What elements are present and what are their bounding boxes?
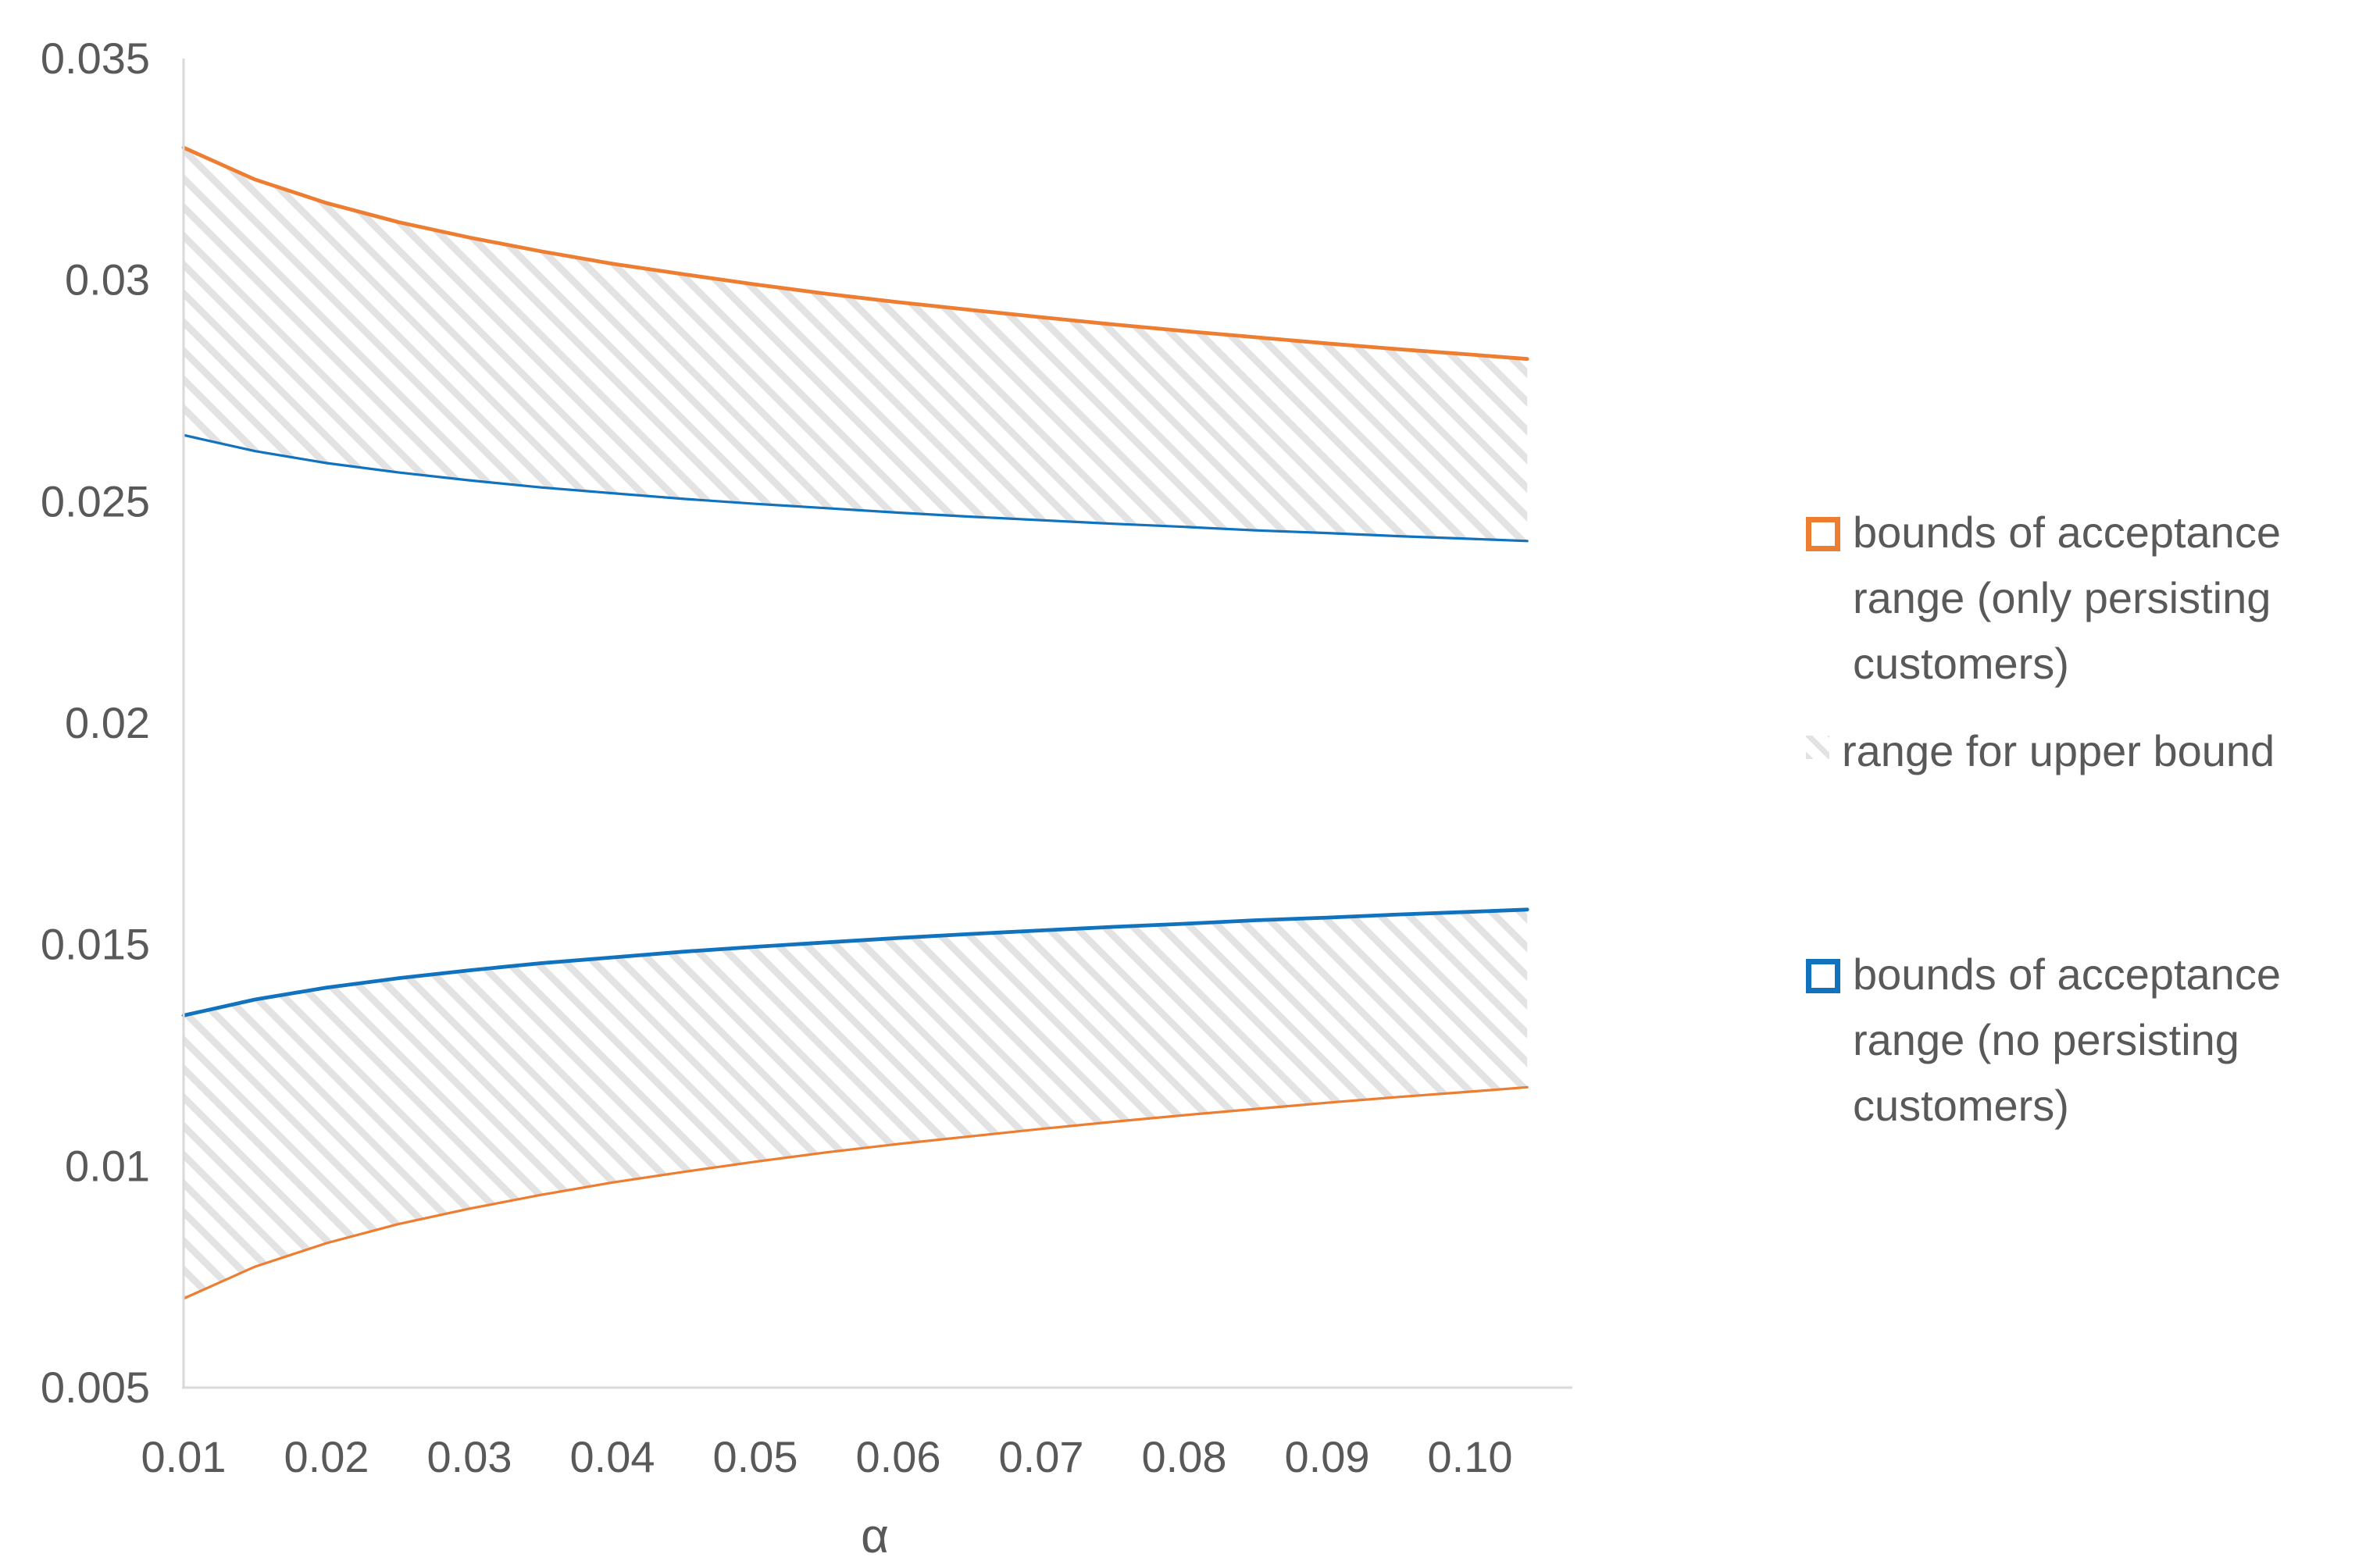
y-tick-label: 0.035 [41, 34, 150, 83]
lower-bound-line-blue [181, 907, 1529, 1017]
chart-legend: bounds of acceptance range (only persist… [1806, 0, 2353, 1139]
x-tick-label: 0.05 [713, 1432, 798, 1481]
x-tick-label: 0.06 [856, 1432, 941, 1481]
hatch-swatch-icon [1806, 736, 1829, 759]
legend-item-only-persisting: bounds of acceptance range (only persist… [1806, 500, 2353, 697]
x-tick-label: 0.03 [427, 1432, 512, 1481]
orange-square-swatch-icon [1806, 517, 1840, 551]
y-tick-label: 0.025 [41, 476, 150, 526]
y-tick-label: 0.015 [41, 920, 150, 969]
y-tick-label: 0.01 [65, 1141, 150, 1190]
x-tick-label: 0.07 [999, 1432, 1084, 1481]
upper-bound-line-blue [182, 433, 1529, 543]
x-tick-label: 0.08 [1142, 1432, 1227, 1481]
x-tick-label: 0.09 [1285, 1432, 1370, 1481]
upper-bound-line-orange [181, 145, 1529, 362]
legend-label: bounds of acceptance range (no persistin… [1853, 950, 2281, 1130]
blue-square-swatch-icon [1806, 959, 1840, 993]
x-tick-label: 0.02 [284, 1432, 369, 1481]
lower-band-hatch-area [184, 909, 1528, 1299]
legend-item-no-persisting: bounds of acceptance range (no persistin… [1806, 942, 2353, 1139]
x-tick-label: 0.10 [1428, 1432, 1513, 1481]
legend-label: range for upper bound [1842, 726, 2275, 775]
y-axis-tick-labels: 0.035 0.03 0.025 0.02 0.015 0.01 0.005 [41, 34, 150, 1412]
lower-bound-line-orange [182, 1085, 1529, 1300]
y-tick-label: 0.02 [65, 698, 150, 747]
legend-label: bounds of acceptance range (only persist… [1853, 508, 2281, 688]
y-tick-label: 0.005 [41, 1363, 150, 1412]
x-axis-tick-labels: 0.01 0.02 0.03 0.04 0.05 0.06 0.07 0.08 0.09 0.10 [141, 1432, 1513, 1481]
legend-item-range-upper-bound: range for upper bound [1806, 718, 2353, 784]
upper-band-hatch-area [184, 148, 1528, 541]
x-tick-label: 0.04 [570, 1432, 655, 1481]
x-axis-title: α [861, 1509, 889, 1563]
y-tick-label: 0.03 [65, 255, 150, 305]
x-tick-label: 0.01 [141, 1432, 227, 1481]
